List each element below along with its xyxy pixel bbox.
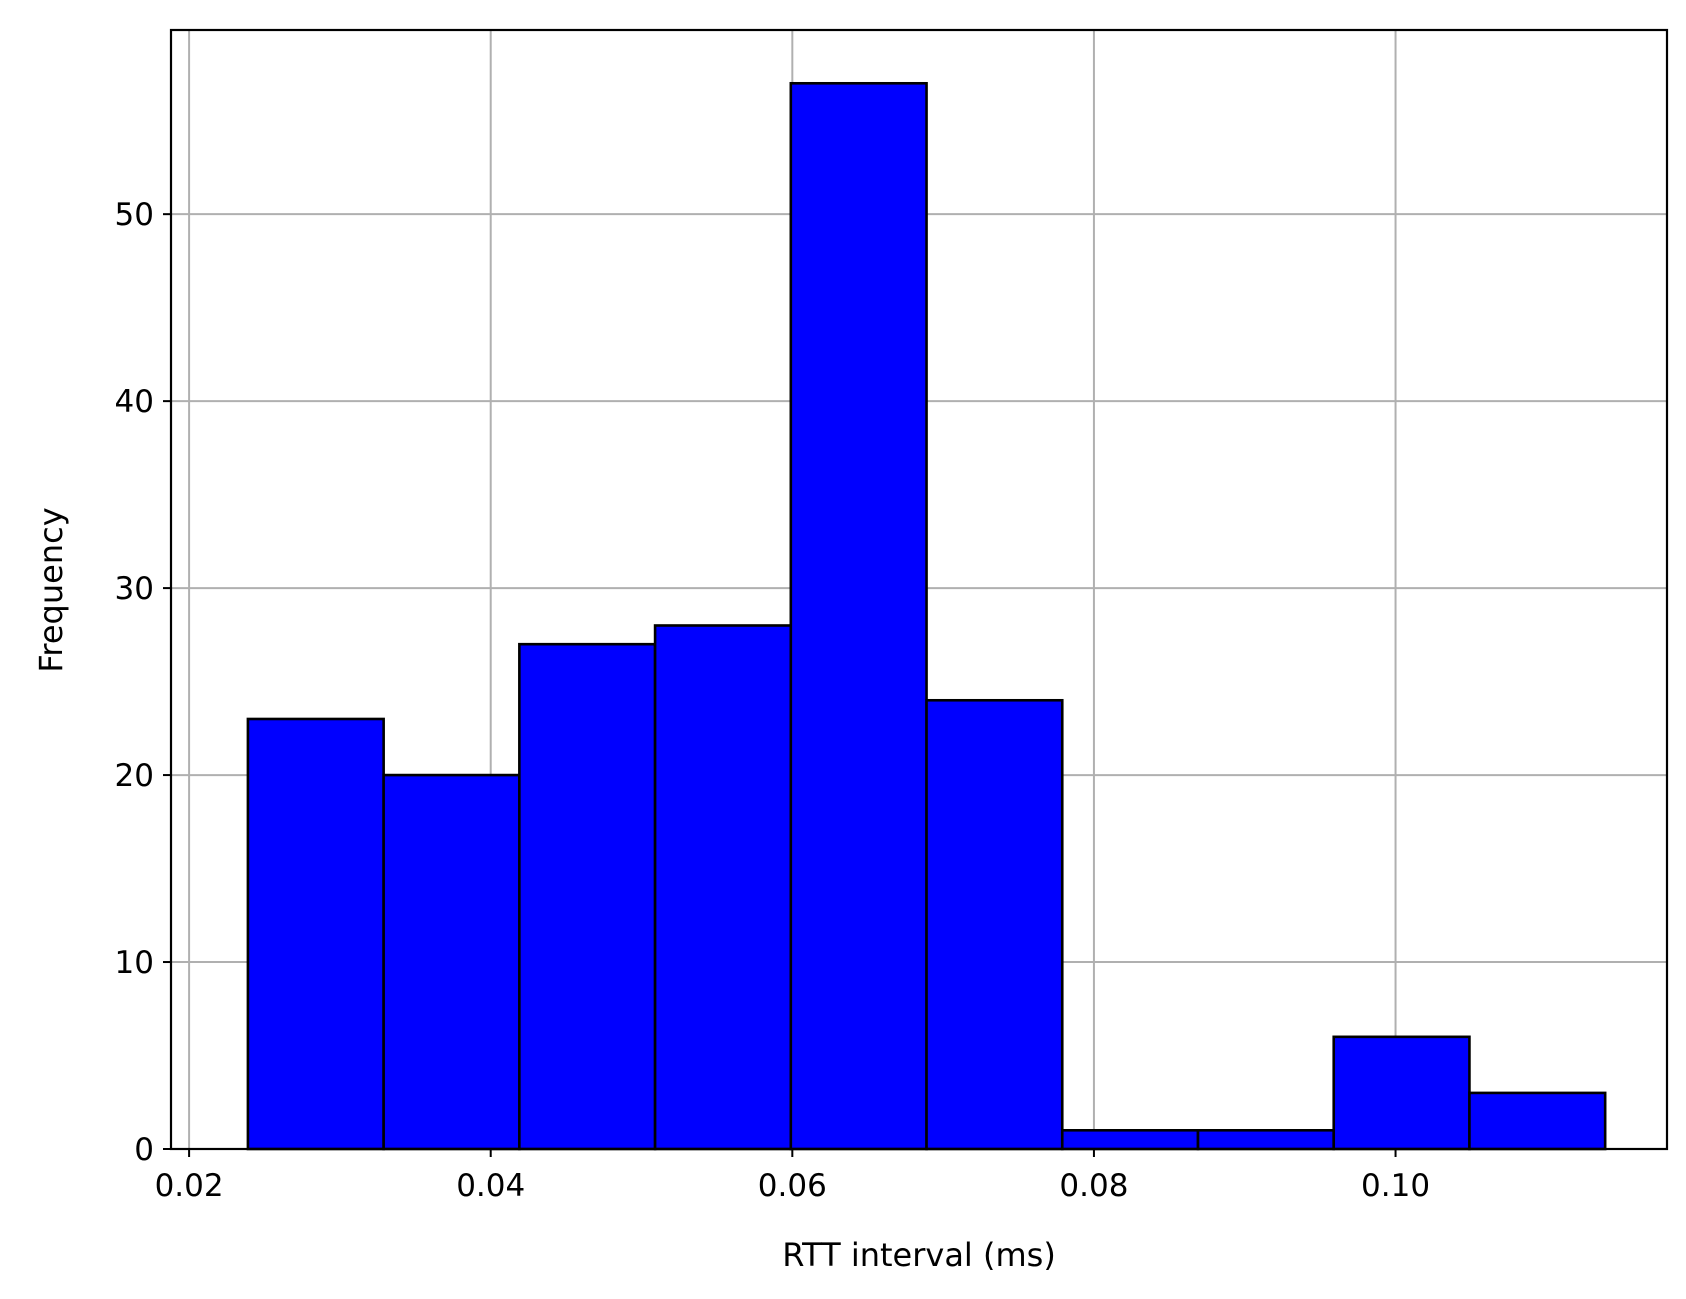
histogram-bar-8	[1332, 1035, 1471, 1151]
y-axis-label: Frequency	[32, 507, 70, 672]
histogram-bars	[246, 81, 1607, 1151]
histogram-bar-2	[518, 642, 657, 1151]
axis-ticks: 0.02 0.04 0.06 0.08 0.10 0 10 20 30 40 50	[115, 197, 1431, 1204]
plot-area-frame	[169, 28, 1669, 1151]
x-axis-label: RTT interval (ms)	[782, 1236, 1056, 1274]
histogram-bar-6	[1060, 1129, 1200, 1151]
y-tick-label-2: 20	[115, 758, 154, 794]
x-tick-label-2: 0.06	[758, 1168, 827, 1204]
histogram-bar-0	[246, 717, 385, 1151]
histogram-bar-1	[382, 773, 521, 1151]
histogram-bar-7	[1196, 1129, 1336, 1151]
y-tick-label-4: 40	[115, 384, 154, 420]
y-tick-label-5: 50	[115, 197, 154, 233]
histogram-bar-3	[653, 624, 793, 1151]
x-tick-label-1: 0.04	[456, 1168, 525, 1204]
x-tick-label-4: 0.10	[1361, 1168, 1430, 1204]
x-tick-label-3: 0.08	[1059, 1168, 1128, 1204]
y-tick-label-1: 10	[115, 945, 154, 981]
histogram-bar-5	[925, 698, 1064, 1151]
histogram-bar-4	[789, 81, 928, 1151]
histogram-bar-9	[1468, 1091, 1607, 1151]
y-tick-label-0: 0	[134, 1132, 154, 1168]
y-tick-label-3: 30	[115, 571, 154, 607]
x-tick-label-0: 0.02	[155, 1168, 224, 1204]
